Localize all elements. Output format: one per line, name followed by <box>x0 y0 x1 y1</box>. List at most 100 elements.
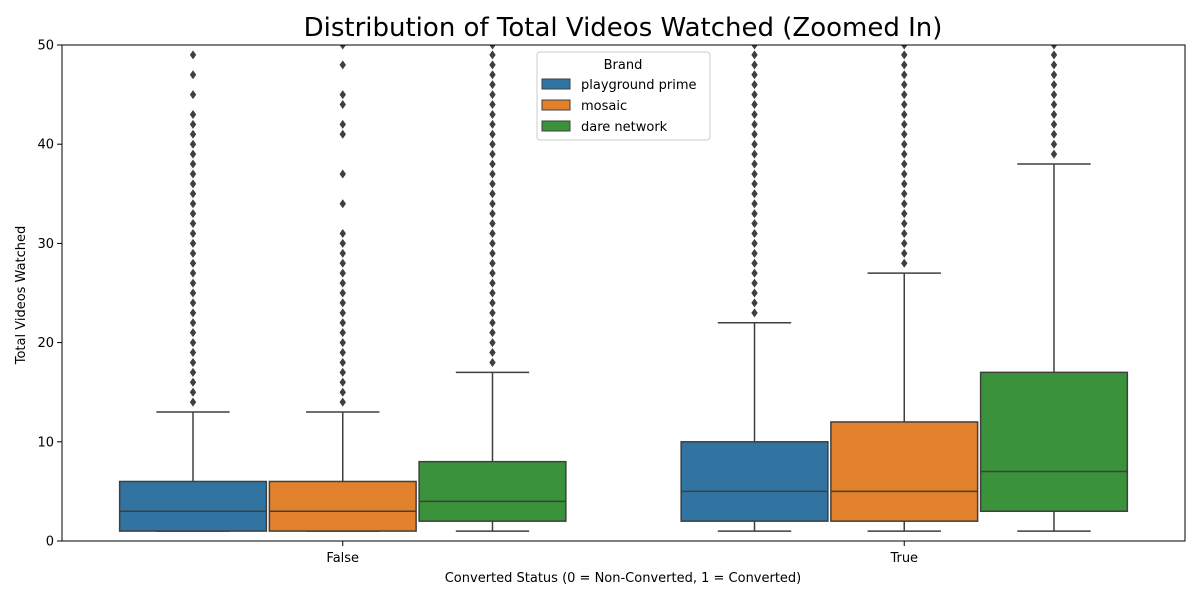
box-1-0-outlier <box>751 209 758 219</box>
box-0-0-outlier <box>189 367 197 377</box>
box-1-1-outlier <box>901 50 908 60</box>
box-0-2-outlier <box>489 169 496 179</box>
box-0-0-outlier <box>189 328 197 338</box>
box-0-0-outlier <box>189 119 197 129</box>
box-1-0-outlier <box>751 278 758 288</box>
box-0-1-outlier <box>339 318 346 328</box>
box-0-2-outlier <box>489 278 496 288</box>
box-1-1-outlier <box>901 80 908 90</box>
box-0-2-outlier <box>489 189 496 199</box>
box-1-1-outlier <box>901 45 908 50</box>
box-0-0-outlier <box>189 50 197 60</box>
box-1-0-outlier <box>751 100 758 110</box>
box-1-0-outlier <box>751 70 758 80</box>
box-0-2-outlier <box>489 338 496 348</box>
box-1-0-outlier <box>751 228 758 238</box>
box-1-0-outlier <box>751 219 758 229</box>
box-0-0-outlier <box>189 169 197 179</box>
y-tick-label: 0 <box>46 535 54 550</box>
box-0-2-outlier <box>489 179 496 189</box>
y-axis: 0 10 20 30 40 50 <box>37 39 62 550</box>
box-0-2-outlier <box>489 199 496 209</box>
box-1-1-outlier <box>901 109 908 119</box>
box-1-0-outlier <box>751 159 758 169</box>
box-1-1-outlier <box>901 248 908 258</box>
y-tick-label: 30 <box>37 237 54 252</box>
box-1-1-outlier <box>901 159 908 169</box>
box-1-0-outlier <box>751 109 758 119</box>
box-0-1-outlier <box>339 45 346 50</box>
box-1-0-outlier <box>751 298 758 308</box>
box-0-0-outlier <box>189 129 197 139</box>
box-1-0-outlier <box>751 169 758 179</box>
axes-frame <box>61 44 1186 542</box>
box-1-0-outlier <box>751 199 758 209</box>
box-0-2-outlier <box>489 90 496 100</box>
box-1-1-outlier <box>901 119 908 129</box>
boxes-group <box>118 45 1129 532</box>
box-0-0-outlier <box>189 318 197 328</box>
box-0-2-outlier <box>489 258 496 268</box>
box-1-0-outlier <box>751 60 758 70</box>
box-1-1-outlier <box>901 199 908 209</box>
box-0-1-outlier <box>339 119 346 129</box>
box-0-0-outlier <box>189 149 197 159</box>
y-tick-label: 50 <box>37 39 54 54</box>
box-0-2-outlier <box>489 139 496 149</box>
box-0-1-outlier <box>339 258 346 268</box>
box-0-0-outlier <box>189 357 197 367</box>
box-0-0-outlier <box>189 238 197 248</box>
x-axis: False True <box>326 541 918 566</box>
box-0-1-outlier <box>339 60 346 70</box>
box-0-1-outlier <box>339 268 346 278</box>
box-0-2-outlier <box>489 328 496 338</box>
box-0-2-outlier <box>489 159 496 169</box>
box-1-1-outlier <box>901 209 908 219</box>
box-0-2-outlier <box>489 268 496 278</box>
box-0-1-outlier <box>339 357 346 367</box>
x-tick-label-false: False <box>326 551 359 566</box>
box-0-0-outlier <box>189 338 197 348</box>
box-0-1-outlier <box>339 298 346 308</box>
legend-title: Brand <box>604 58 643 73</box>
box-0-1-outlier <box>339 228 346 238</box>
box-0-1-outlier <box>339 129 346 139</box>
box-0-0-outlier <box>189 308 197 318</box>
box-1-0-outlier <box>751 258 758 268</box>
box-1-0-outlier <box>751 119 758 129</box>
box-0-2-outlier <box>489 248 496 258</box>
box-1-0-iqr-box <box>680 441 829 522</box>
box-0-2-outlier <box>489 348 496 358</box>
y-tick-label: 40 <box>37 138 54 153</box>
box-0-2-outlier <box>489 308 496 318</box>
box-0-2-outlier <box>489 80 496 90</box>
box-1-2-outlier <box>1050 90 1058 100</box>
box-0-2-outlier <box>489 228 496 238</box>
box-1-2-iqr-box <box>979 371 1129 512</box>
box-0-2-outlier <box>489 60 496 70</box>
box-1-2-outlier <box>1050 139 1058 149</box>
box-0-0-outlier <box>189 258 197 268</box>
box-1-1-outlier <box>901 258 908 268</box>
box-0-1-outlier <box>339 308 346 318</box>
box-0-2-outlier <box>489 318 496 328</box>
box-0-1-outlier <box>339 199 346 209</box>
box-0-0-outlier <box>189 179 197 189</box>
box-1-1-outlier <box>901 219 908 229</box>
box-1-2-outlier <box>1050 45 1058 50</box>
box-1-0-outlier <box>751 80 758 90</box>
x-tick-label-true: True <box>889 551 918 566</box>
box-1-0-outlier <box>751 179 758 189</box>
box-0-0-outlier <box>189 159 197 169</box>
box-0-2-outlier <box>489 100 496 110</box>
y-axis-label: Total Videos Watched <box>14 226 29 366</box>
box-1-1-outlier <box>901 228 908 238</box>
plot-area <box>118 45 1129 532</box>
box-0-0-outlier <box>189 139 197 149</box>
box-0-1-outlier <box>339 248 346 258</box>
box-1-1-outlier <box>901 90 908 100</box>
box-0-1-outlier <box>339 169 346 179</box>
box-0-0-outlier <box>189 387 197 397</box>
legend: Brand playground prime mosaic dare network <box>536 51 711 141</box>
box-1-0-outlier <box>751 288 758 298</box>
